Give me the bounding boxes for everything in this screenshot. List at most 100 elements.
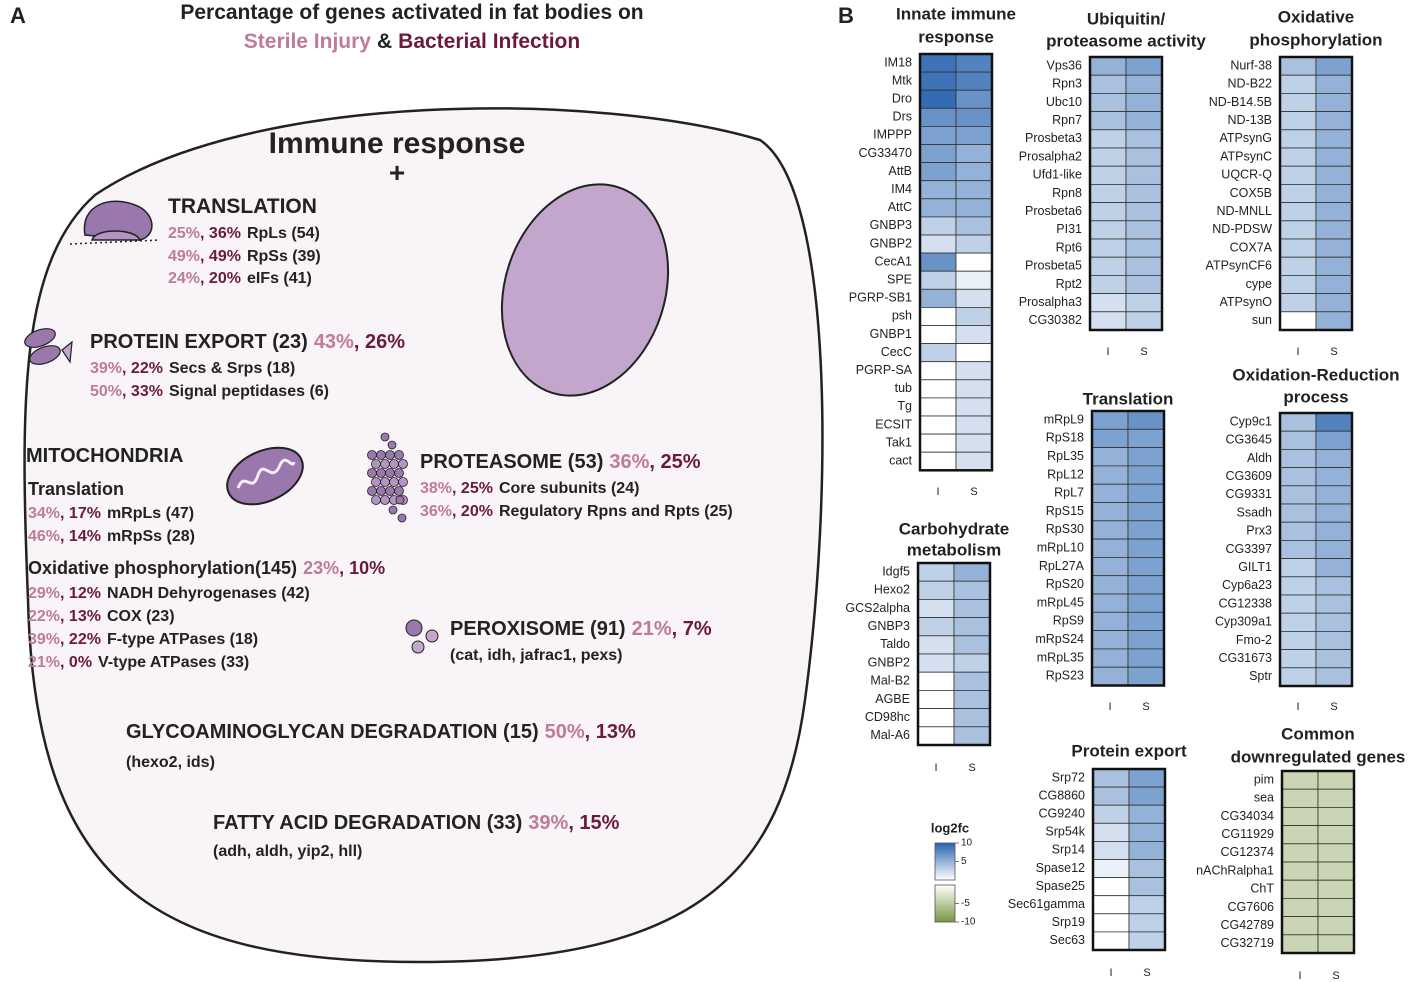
heatmap-cell <box>1279 238 1317 258</box>
text-span: Regulatory Rpns and Rpts (25) <box>499 503 733 520</box>
text-span: , 0% <box>60 654 92 671</box>
gene-label: ND-B14.5B <box>1209 95 1272 109</box>
text-line: 22%, 13% COX (23) <box>28 608 175 625</box>
proteasome-subunit <box>398 477 408 487</box>
text-span: mRpLs (47) <box>107 505 194 522</box>
colorbar-tick-label: 5 <box>961 856 967 867</box>
heatmap-cell <box>1127 575 1165 595</box>
text-line: Percantage of genes activated in fat bod… <box>180 1 643 24</box>
gene-label: COX5B <box>1230 186 1272 200</box>
ribosome-icon <box>69 200 161 245</box>
gene-label: CG3397 <box>1225 542 1272 556</box>
heatmap-cell <box>955 71 993 91</box>
gene-label: Sec63 <box>1050 933 1085 947</box>
heatmap-cell <box>1279 183 1317 203</box>
gene-label: RpS23 <box>1046 669 1084 683</box>
gene-label: sea <box>1254 791 1274 805</box>
heatmap-cell <box>919 361 957 381</box>
heatmap-cell <box>1127 538 1165 558</box>
heatmap-cell <box>1092 895 1130 915</box>
column-label: I <box>1106 346 1109 358</box>
heatmap-cell <box>1279 503 1317 523</box>
heatmap-cell <box>1279 594 1317 614</box>
gene-label: Ssadh <box>1237 505 1272 519</box>
heatmap-cell <box>1091 502 1129 522</box>
text-span: PROTEIN EXPORT (23) <box>90 331 308 353</box>
heatmap-cell <box>1315 293 1353 313</box>
heatmap-cell <box>1125 74 1163 94</box>
heatmap-cell <box>1315 412 1353 432</box>
text-line: MITOCHONDRIA <box>26 445 183 467</box>
gene-label: CG31673 <box>1218 651 1272 665</box>
heatmap-cell <box>917 599 955 619</box>
gene-label: CecA1 <box>874 254 912 268</box>
text-line: 34%, 17% mRpLs (47) <box>28 505 194 522</box>
heatmap-cell <box>953 708 991 728</box>
heatmap-frame <box>1280 769 1356 955</box>
heatmap-cell <box>1128 859 1166 879</box>
text-line: GLYCOAMINOGLYCAN DEGRADATION (15) 50%, 13… <box>126 721 636 743</box>
column-label: S <box>1143 967 1150 979</box>
gene-label: CG12338 <box>1218 596 1272 610</box>
text-span: , 22% <box>122 360 163 377</box>
heatmap-cell <box>953 690 991 710</box>
heatmap-cell <box>1128 895 1166 915</box>
heatmap-cell <box>1091 593 1129 613</box>
proteasome-subunit <box>380 495 390 505</box>
text-span: (adh, aldh, yip2, hll) <box>213 843 362 860</box>
column-label: S <box>1142 701 1149 713</box>
gene-label: Idgf5 <box>882 564 910 578</box>
proteasome-subunit <box>394 450 404 460</box>
text-span: , 13% <box>60 608 101 625</box>
heatmap-cell <box>1125 238 1163 258</box>
heatmap-cell <box>1089 256 1127 276</box>
heatmap-cell <box>1089 56 1127 76</box>
heatmap-title: proteasome activity <box>1046 31 1206 50</box>
heatmap-cell <box>953 599 991 619</box>
heatmap-cell <box>917 635 955 655</box>
proteasome-subunit <box>394 468 404 478</box>
gene-label: RpS30 <box>1046 522 1084 536</box>
heatmap-title: Oxidation-Reduction <box>1232 365 1399 384</box>
gene-label: Prosbeta6 <box>1025 204 1082 218</box>
heatmap-cell <box>955 343 993 363</box>
gene-label: RpL12 <box>1047 467 1084 481</box>
heatmap-cell <box>1279 576 1317 596</box>
gene-label: Cyp6a23 <box>1222 578 1272 592</box>
text-span: 25% <box>168 225 200 242</box>
heatmap-frame <box>1278 55 1354 332</box>
text-line: Immune response <box>269 127 526 160</box>
gene-label: AttC <box>888 200 912 214</box>
heatmap-cell <box>1315 485 1353 505</box>
text-span: Translation <box>28 479 124 499</box>
heatmap-cell <box>1089 202 1127 222</box>
gene-label: GNBP3 <box>868 619 910 633</box>
heatmap-cell <box>1315 430 1353 450</box>
column-label: S <box>970 486 977 498</box>
gene-label: cype <box>1246 277 1272 291</box>
heatmap-cell <box>1315 220 1353 240</box>
text-span: , 33% <box>122 383 163 400</box>
text-span: TRANSLATION <box>168 195 317 218</box>
text-span: + <box>389 157 405 188</box>
heatmap-cell <box>1317 861 1355 881</box>
heatmap-cell <box>1089 165 1127 185</box>
heatmap-cell <box>953 635 991 655</box>
heatmap-cell <box>1279 274 1317 294</box>
heatmap-frame <box>1278 411 1354 688</box>
text-span: V-type ATPases (33) <box>98 654 249 671</box>
heatmap-cell <box>1317 934 1355 954</box>
gene-label: Prosbeta5 <box>1025 259 1082 273</box>
gene-label: RpS20 <box>1046 577 1084 591</box>
heatmap-cell <box>1315 503 1353 523</box>
gene-label: mRpL45 <box>1037 595 1084 609</box>
proteasome-subunit <box>367 486 377 496</box>
heatmap-cell <box>955 451 993 471</box>
heatmap-cell <box>919 379 957 399</box>
proteasome-subunit <box>385 450 395 460</box>
text-line: + <box>389 157 405 188</box>
heatmap-cell <box>955 397 993 417</box>
heatmap-cell <box>1279 111 1317 131</box>
heatmap-cell <box>955 89 993 109</box>
heatmap-title: process <box>1283 387 1348 406</box>
